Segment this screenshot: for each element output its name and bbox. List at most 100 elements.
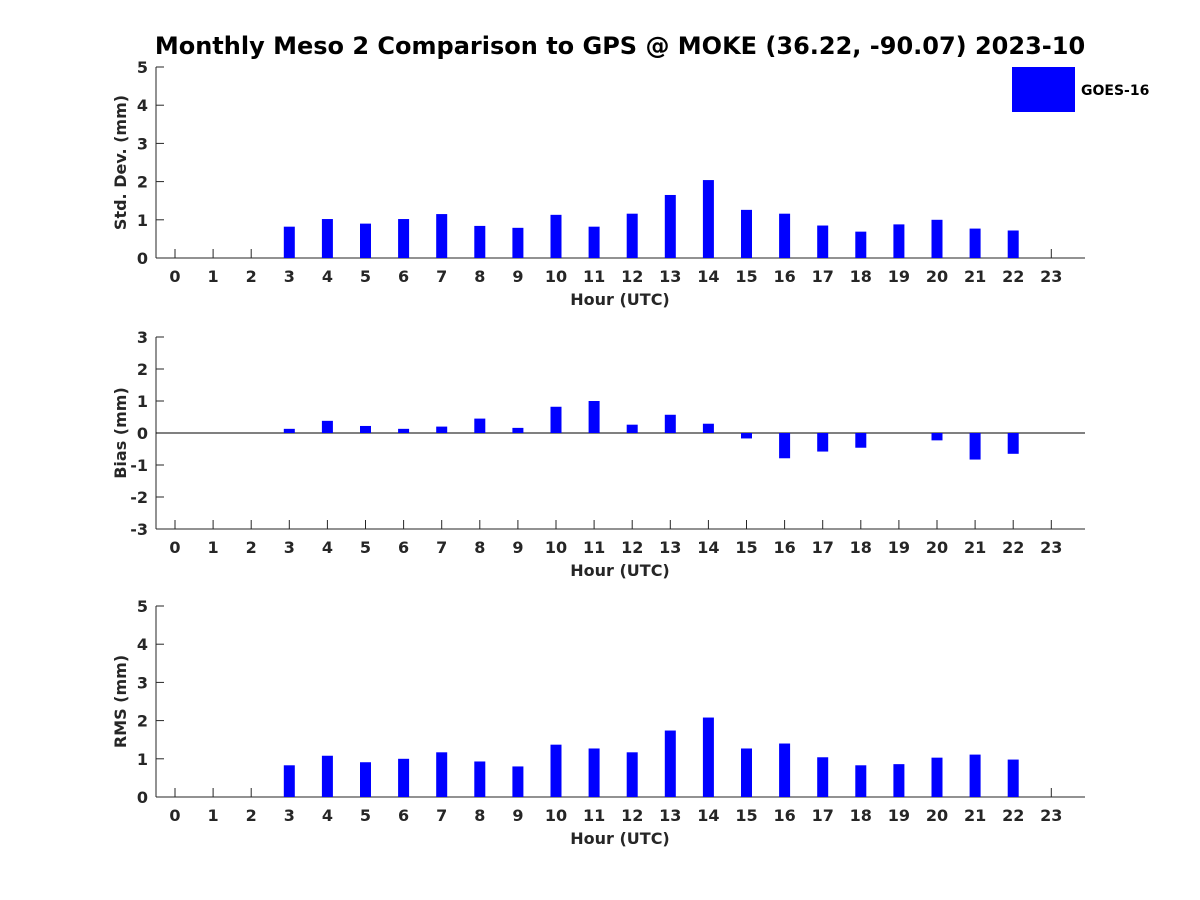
x-tick-label: 2 [246,806,257,825]
x-tick-label: 4 [322,267,333,286]
x-tick-label: 22 [1002,538,1024,557]
y-tick-label: 2 [137,360,148,379]
y-tick-label: 1 [137,211,148,230]
x-tick-label: 22 [1002,267,1024,286]
x-tick-label: 3 [284,806,295,825]
bar-hour-6 [398,428,410,433]
x-tick-label: 17 [812,267,834,286]
x-axis-label: Hour (UTC) [570,290,670,309]
bar-hour-14 [702,180,714,258]
y-tick-label: 1 [137,392,148,411]
x-tick-label: 14 [697,806,719,825]
x-tick-label: 15 [735,806,757,825]
y-tick-label: 2 [137,173,148,192]
bar-hour-5 [360,762,371,797]
bar-hour-15 [741,209,752,258]
bar-hour-19 [893,764,905,797]
x-tick-label: 0 [169,806,180,825]
bar-hour-9 [512,227,524,258]
x-tick-label: 20 [926,538,948,557]
bar-hour-4 [321,755,333,797]
bar-hour-21 [969,228,981,258]
bar-hour-11 [588,401,600,433]
bar-hour-20 [931,219,943,258]
legend-swatch-goes-16 [1012,67,1075,112]
x-tick-label: 13 [659,806,681,825]
x-tick-label: 8 [474,806,485,825]
y-tick-label: 3 [137,673,148,692]
bar-hour-10 [550,406,562,433]
bar-hour-3 [283,226,295,258]
y-tick-label: -1 [130,456,148,475]
x-tick-label: 18 [850,267,872,286]
bar-hour-12 [626,424,638,433]
x-tick-label: 9 [512,806,523,825]
x-tick-label: 10 [545,806,567,825]
y-tick-label: 4 [137,96,148,115]
x-tick-label: 8 [474,267,485,286]
bar-hour-7 [436,752,448,797]
x-tick-label: 1 [208,806,219,825]
x-tick-label: 1 [208,267,219,286]
x-tick-label: 19 [888,806,910,825]
bar-hour-17 [817,225,829,258]
x-tick-label: 3 [284,538,295,557]
y-axis-label: Bias (mm) [111,387,130,479]
bar-hour-20 [931,757,943,797]
x-tick-label: 21 [964,806,986,825]
bar-hour-10 [550,744,562,797]
x-tick-label: 12 [621,538,643,557]
bar-hour-15 [741,748,752,797]
bar-hour-6 [398,219,410,258]
bar-hour-4 [321,219,333,258]
x-tick-label: 23 [1040,806,1062,825]
bar-hour-8 [474,225,486,258]
x-tick-label: 9 [512,267,523,286]
y-tick-label: 3 [137,134,148,153]
x-tick-label: 19 [888,267,910,286]
x-tick-label: 20 [926,267,948,286]
x-tick-label: 20 [926,806,948,825]
y-tick-label: 1 [137,750,148,769]
y-tick-label: 0 [137,249,148,268]
bar-hour-13 [664,730,676,797]
x-tick-label: 16 [773,538,795,557]
bar-hour-5 [360,223,371,258]
x-tick-label: 4 [322,538,333,557]
y-tick-label: 5 [137,597,148,616]
bar-hour-15 [741,433,752,439]
bar-hour-21 [969,433,981,460]
x-tick-label: 15 [735,267,757,286]
bar-hour-22 [1007,759,1019,797]
x-tick-label: 17 [812,538,834,557]
bar-hour-19 [893,224,905,258]
y-tick-label: 2 [137,712,148,731]
x-tick-label: 4 [322,806,333,825]
bar-hour-9 [512,427,524,433]
x-tick-label: 6 [398,267,409,286]
x-tick-label: 10 [545,267,567,286]
bar-hour-16 [779,743,791,797]
bar-hour-3 [283,428,295,433]
bar-hour-8 [474,761,486,797]
x-tick-label: 16 [773,806,795,825]
bar-hour-7 [436,214,448,258]
bar-hour-17 [817,433,829,452]
x-tick-label: 23 [1040,267,1062,286]
x-tick-label: 16 [773,267,795,286]
bar-hour-18 [855,765,867,797]
bar-hour-11 [588,226,600,258]
x-tick-label: 8 [474,538,485,557]
x-tick-label: 18 [850,806,872,825]
x-tick-label: 21 [964,267,986,286]
x-tick-label: 14 [697,267,719,286]
x-tick-label: 13 [659,267,681,286]
x-tick-label: 11 [583,806,605,825]
x-tick-label: 7 [436,806,447,825]
x-tick-label: 1 [208,538,219,557]
x-axis-label: Hour (UTC) [570,561,670,580]
x-tick-label: 14 [697,538,719,557]
